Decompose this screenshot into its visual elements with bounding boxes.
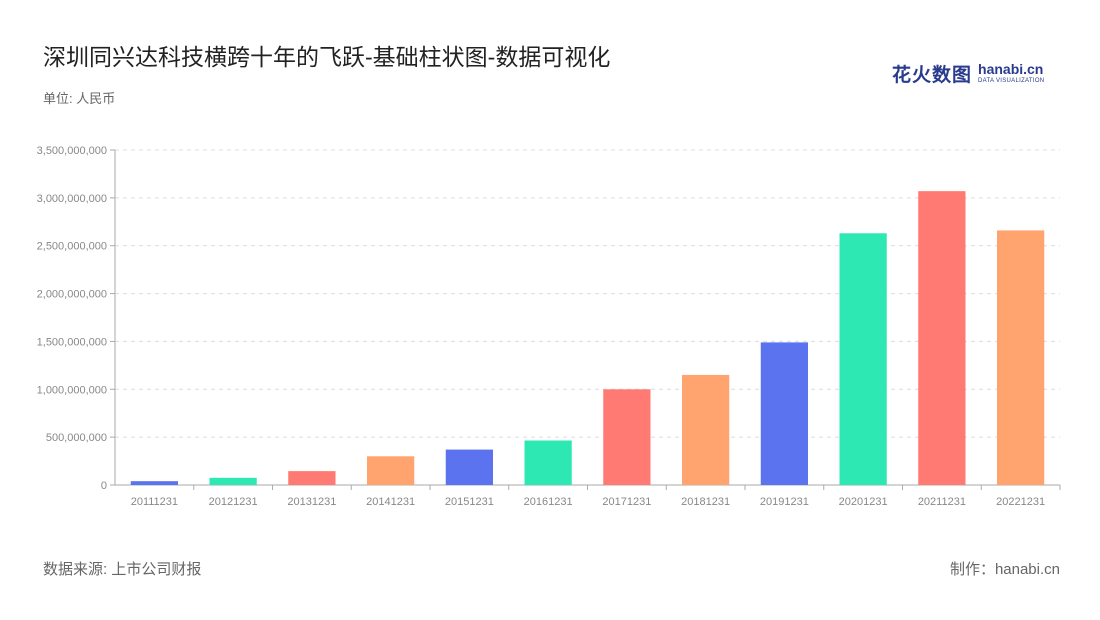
data-source: 数据来源: 上市公司财报	[43, 561, 202, 578]
bar-20181231	[682, 374, 730, 485]
logo-en-block: hanabi.cn DATA VISUALIZATION	[978, 62, 1044, 84]
y-tick-label: 500,000,000	[46, 432, 107, 444]
bar-20131231	[288, 471, 336, 485]
bar-20151231	[445, 449, 493, 485]
bar-20171231	[603, 389, 651, 485]
x-tick-label: 20131231	[287, 496, 336, 508]
x-tick-label: 20111231	[131, 496, 178, 508]
logo-en-subtext: DATA VISUALIZATION	[978, 78, 1045, 84]
bar-20111231	[130, 481, 178, 485]
bar-20191231	[760, 342, 808, 485]
bar-20201231	[839, 233, 887, 485]
x-tick-label: 20221231	[996, 496, 1045, 508]
y-tick-label: 2,500,000,000	[37, 241, 107, 253]
y-tick-label: 3,000,000,000	[37, 193, 107, 205]
bar-20121231	[209, 477, 257, 485]
y-tick-label: 1,000,000,000	[37, 384, 107, 396]
bar-20161231	[524, 440, 572, 485]
y-tick-label: 2,000,000,000	[37, 289, 107, 301]
x-tick-label: 20171231	[602, 496, 651, 508]
bar-20221231	[997, 230, 1045, 485]
x-tick-label: 20151231	[445, 496, 494, 508]
maker-credit: 制作：hanabi.cn	[949, 561, 1060, 578]
y-tick-label: 3,500,000,000	[37, 145, 107, 157]
brand-logo: 花火数图 hanabi.cn DATA VISUALIZATION	[892, 58, 1044, 88]
bar-20141231	[367, 456, 415, 485]
x-tick-label: 20141231	[366, 496, 415, 508]
x-tick-label: 20121231	[209, 496, 258, 508]
y-tick-label: 1,500,000,000	[37, 336, 107, 348]
logo-en-text: hanabi.cn	[978, 61, 1044, 77]
x-tick-label: 20161231	[524, 496, 573, 508]
bar-20211231	[918, 191, 966, 485]
x-tick-label: 20181231	[681, 496, 730, 508]
chart-title: 深圳同兴达科技横跨十年的飞跃-基础柱状图-数据可视化	[43, 44, 611, 70]
y-tick-label: 0	[101, 480, 107, 492]
x-tick-label: 20191231	[760, 496, 809, 508]
x-tick-label: 20201231	[839, 496, 888, 508]
unit-label: 单位: 人民币	[43, 91, 116, 106]
x-tick-label: 20211231	[918, 496, 966, 508]
logo-cn-text: 花火数图	[892, 64, 973, 86]
